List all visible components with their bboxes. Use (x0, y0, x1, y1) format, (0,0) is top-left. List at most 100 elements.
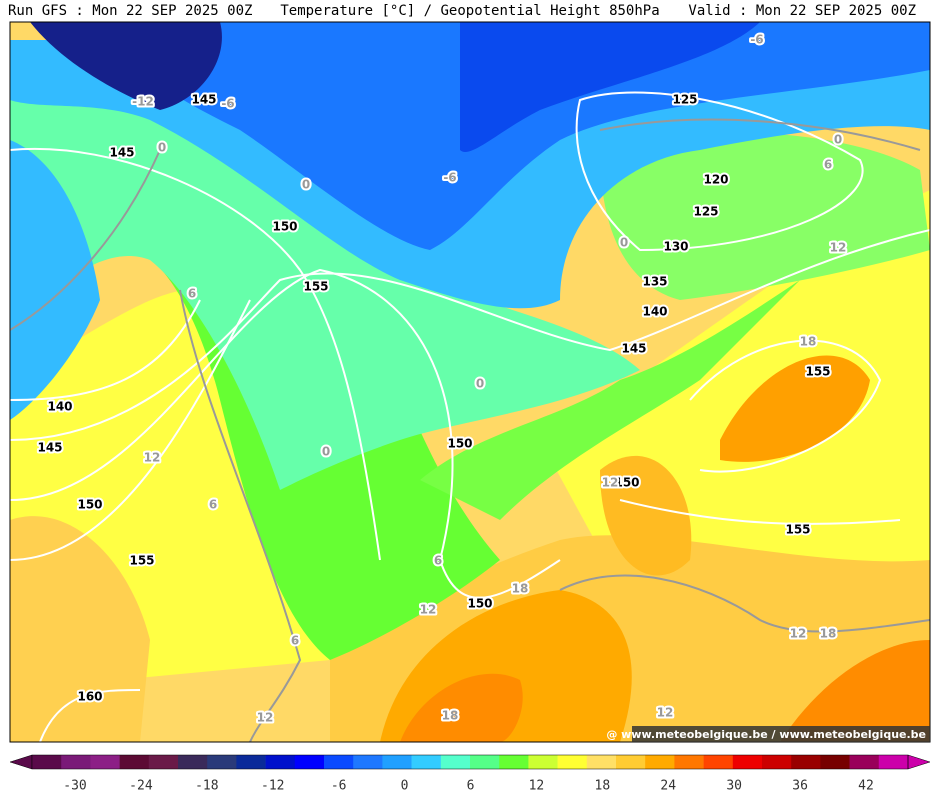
orange-zone (600, 455, 692, 576)
height-contour (10, 299, 201, 401)
colorbar-swatch (440, 755, 471, 769)
height-contour (575, 91, 864, 252)
temperature-label: 0 (476, 377, 484, 391)
temperature-label: 18 (820, 627, 837, 641)
temperature-label: 6 (824, 158, 832, 172)
height-label: 150 (77, 498, 102, 512)
temperature-label: 0 (302, 178, 310, 192)
map-frame (9, 21, 931, 743)
mint-zone (10, 60, 640, 490)
height-contour (10, 147, 381, 561)
colorbar-swatch (90, 755, 120, 769)
height-label: 150 (272, 220, 297, 234)
temperature-label: 12 (830, 241, 847, 255)
credit-box (632, 726, 930, 742)
height-label: 160 (77, 690, 102, 704)
temperature-label: 6 (291, 634, 299, 648)
temperature-label: 12 (144, 451, 161, 465)
green-zone (420, 280, 800, 520)
height-label: 155 (129, 554, 154, 568)
height-label: 145 (37, 441, 62, 455)
height-label: 125 (672, 93, 697, 107)
colorbar-tick-label: 18 (595, 779, 611, 794)
colorbar-swatch (207, 755, 237, 769)
temperature-label: -12 (132, 95, 154, 109)
colorbar-swatch (236, 755, 266, 769)
height-contour (689, 339, 882, 473)
height-contour (10, 229, 930, 441)
height-label: 140 (47, 400, 72, 414)
colorbar-tick-label: 36 (792, 779, 808, 794)
colorbar-tick-label: 42 (858, 779, 874, 794)
height-label: 135 (642, 275, 667, 289)
colorbar-swatch (878, 755, 909, 769)
height-contour (10, 299, 251, 561)
temperature-label: 6 (434, 554, 442, 568)
colorbar-end (9, 754, 33, 770)
dark-orange-zone (400, 673, 523, 742)
colorbar-tick-label: 6 (467, 779, 475, 794)
temperature-label: 18 (442, 709, 459, 723)
orange-zone (10, 516, 150, 742)
colorbar-swatch (382, 755, 412, 769)
temperature-label: 12 (420, 603, 437, 617)
colorbar-tick-label: -18 (195, 779, 218, 794)
colorbar-tick-label: 0 (401, 779, 409, 794)
map-field (10, 22, 930, 742)
run-label: Run GFS : Mon 22 SEP 2025 00Z (8, 3, 252, 19)
temperature-label: 0 (834, 133, 842, 147)
colorbar-swatch (499, 755, 529, 769)
colorbar-swatch (265, 755, 296, 769)
temperature-label: -6 (221, 97, 234, 111)
colorbar-swatch (732, 755, 763, 769)
colorbar-tick-label: 24 (660, 779, 676, 794)
temperature-label: -6 (750, 33, 763, 47)
colorbar-swatch (411, 755, 442, 769)
map-title: Temperature [°C] / Geopotential Height 8… (280, 3, 659, 19)
orange-zone (780, 640, 930, 742)
colorbar-swatch (586, 755, 617, 769)
height-label: 150 (467, 597, 492, 611)
colorbar-swatch (470, 755, 500, 769)
temperature-label: 12 (257, 711, 274, 725)
temperature-label: -6 (443, 171, 456, 185)
colorbar-swatch (61, 755, 91, 769)
colorbar-swatch (616, 755, 646, 769)
temperature-label: 6 (209, 498, 217, 512)
colorbar-tick-label: -24 (129, 779, 153, 794)
colorbar-swatch (762, 755, 792, 769)
colorbar: -30 -24 -18 -12 -6 0 6 12 18 24 30 36 42 (9, 754, 931, 794)
height-label: 150 (614, 476, 639, 490)
temperature-label: 18 (800, 335, 817, 349)
credit: @ www.meteobelgique.be / www.meteobelgiq… (606, 728, 926, 741)
colorbar-swatch (148, 755, 179, 769)
colorbar-swatch (849, 755, 880, 769)
colorbar-tick-label: -6 (331, 779, 347, 794)
height-label: 140 (642, 305, 667, 319)
colorbar-tick-label: -12 (261, 779, 284, 794)
colorbar-swatch (557, 755, 588, 769)
temperature-label: 6 (188, 287, 196, 301)
height-label: 155 (303, 280, 328, 294)
height-label: 125 (693, 205, 718, 219)
temperature-label: 18 (512, 582, 529, 596)
colorbar-swatch (32, 755, 62, 769)
colorbar-swatch (820, 755, 850, 769)
colorbar-swatch (178, 755, 208, 769)
blue-zone (130, 22, 930, 250)
deep-blue-zone (460, 22, 760, 152)
colorbar-tick-label: 12 (529, 779, 545, 794)
height-contour (619, 499, 901, 525)
height-contour (10, 268, 561, 599)
temperature-label: 12 (602, 476, 619, 490)
colorbar-swatch (294, 755, 325, 769)
height-label: 155 (785, 523, 810, 537)
temperature-contour (179, 289, 302, 742)
light-blue-zone (10, 140, 100, 420)
height-label: 130 (663, 240, 688, 254)
height-label: 155 (805, 365, 830, 379)
colorbar-end (907, 754, 931, 770)
height-label: 150 (447, 437, 472, 451)
colorbar-tick-label: -30 (63, 779, 86, 794)
